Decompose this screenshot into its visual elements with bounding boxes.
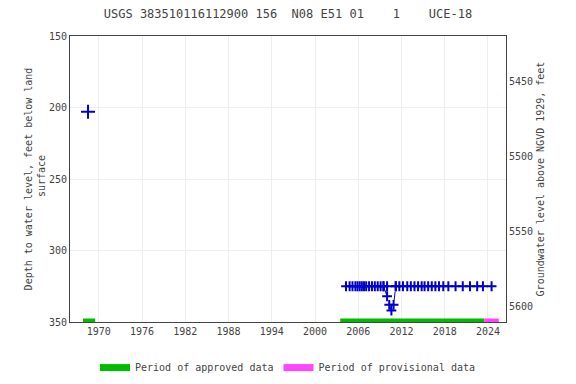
svg-text:2012: 2012 [389, 326, 413, 337]
svg-text:300: 300 [49, 245, 67, 256]
svg-text:1976: 1976 [130, 326, 154, 337]
svg-text:Groundwater level above NGVD 1: Groundwater level above NGVD 1929, feet [535, 62, 546, 297]
svg-text:USGS 383510116112900 156 N08: USGS 383510116112900 156 N08 E51 01 1 UC… [104, 7, 472, 21]
svg-text:5600: 5600 [509, 301, 533, 312]
svg-text:1988: 1988 [217, 326, 241, 337]
svg-text:Depth to water level, feet bel: Depth to water level, feet below land su… [23, 68, 47, 291]
svg-text:2024: 2024 [476, 326, 500, 337]
svg-text:200: 200 [49, 102, 67, 113]
svg-text:2000: 2000 [303, 326, 327, 337]
svg-text:1982: 1982 [173, 326, 197, 337]
svg-text:2006: 2006 [346, 326, 370, 337]
svg-text:5450: 5450 [509, 76, 533, 87]
svg-text:2018: 2018 [433, 326, 457, 337]
svg-text:150: 150 [49, 31, 67, 42]
svg-text:1970: 1970 [87, 326, 111, 337]
svg-text:Period of approved data: Period of approved data [135, 362, 273, 373]
svg-text:5500: 5500 [509, 151, 533, 162]
svg-text:5550: 5550 [509, 226, 533, 237]
svg-text:1994: 1994 [260, 326, 284, 337]
svg-text:Period of provisional data: Period of provisional data [318, 362, 475, 373]
svg-text:350: 350 [49, 317, 67, 328]
svg-text:250: 250 [49, 174, 67, 185]
